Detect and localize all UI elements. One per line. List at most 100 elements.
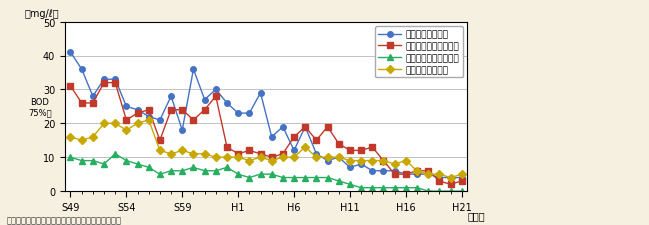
大和川（浅香（新））: [335, 143, 343, 145]
鶴見川（大綱橋）: [301, 146, 309, 149]
鶴見川（大綱橋）: [279, 156, 287, 159]
大和川（浅香（新））: [290, 136, 298, 139]
Text: 資料）国土交通省「全国一級河川の水質現況調査」: 資料）国土交通省「全国一級河川の水質現況調査」: [6, 216, 121, 225]
綾瀬川（手代橋）: [67, 52, 75, 54]
多摩川（田園調布堰）: [256, 173, 264, 176]
綾瀬川（手代橋）: [223, 102, 231, 105]
綾瀬川（手代橋）: [112, 79, 119, 81]
大和川（浅香（新））: [234, 153, 242, 155]
大和川（浅香（新））: [357, 149, 365, 152]
綾瀬川（手代橋）: [313, 153, 321, 155]
綾瀬川（手代橋）: [123, 106, 130, 108]
綾瀬川（手代橋）: [279, 126, 287, 128]
鶴見川（大綱橋）: [190, 153, 197, 155]
大和川（浅香（新））: [256, 153, 264, 155]
綾瀬川（手代橋）: [391, 170, 398, 172]
大和川（浅香（新））: [178, 109, 186, 112]
多摩川（田園調布堰）: [89, 160, 97, 162]
大和川（浅香（新））: [413, 170, 421, 172]
綾瀬川（手代橋）: [346, 166, 354, 169]
Line: 多摩川（田園調布堰）: 多摩川（田園調布堰）: [67, 151, 465, 194]
大和川（浅香（新））: [369, 146, 376, 149]
大和川（浅香（新））: [402, 173, 410, 176]
綾瀬川（手代橋）: [212, 89, 219, 91]
綾瀬川（手代橋）: [424, 173, 432, 176]
多摩川（田園調布堰）: [402, 187, 410, 189]
多摩川（田園調布堰）: [123, 160, 130, 162]
綾瀬川（手代橋）: [458, 176, 465, 179]
Text: （年）: （年）: [467, 210, 485, 220]
綾瀬川（手代橋）: [402, 173, 410, 176]
大和川（浅香（新））: [391, 173, 398, 176]
綾瀬川（手代橋）: [290, 149, 298, 152]
多摩川（田園調布堰）: [100, 163, 108, 166]
綾瀬川（手代橋）: [256, 92, 264, 95]
多摩川（田園調布堰）: [112, 153, 119, 155]
多摩川（田園調布堰）: [290, 176, 298, 179]
綾瀬川（手代橋）: [324, 160, 332, 162]
綾瀬川（手代橋）: [167, 95, 175, 98]
綾瀬川（手代橋）: [156, 119, 164, 122]
大和川（浅香（新））: [279, 153, 287, 155]
鶴見川（大綱橋）: [167, 153, 175, 155]
綾瀬川（手代橋）: [145, 116, 153, 118]
多摩川（田園調布堰）: [335, 180, 343, 182]
鶴見川（大綱橋）: [256, 156, 264, 159]
鶴見川（大綱橋）: [402, 160, 410, 162]
鶴見川（大綱橋）: [458, 173, 465, 176]
鶴見川（大綱橋）: [123, 129, 130, 132]
多摩川（田園調布堰）: [424, 190, 432, 193]
多摩川（田園調布堰）: [145, 166, 153, 169]
多摩川（田園調布堰）: [78, 160, 86, 162]
多摩川（田園調布堰）: [435, 190, 443, 193]
多摩川（田園調布堰）: [190, 166, 197, 169]
大和川（浅香（新））: [346, 149, 354, 152]
鶴見川（大綱橋）: [380, 160, 387, 162]
綾瀬川（手代橋）: [245, 112, 253, 115]
綾瀬川（手代橋）: [380, 170, 387, 172]
大和川（浅香（新））: [156, 139, 164, 142]
大和川（浅香（新））: [134, 112, 141, 115]
鶴見川（大綱橋）: [89, 136, 97, 139]
綾瀬川（手代橋）: [234, 112, 242, 115]
大和川（浅香（新））: [268, 156, 276, 159]
鶴見川（大綱橋）: [290, 156, 298, 159]
大和川（浅香（新））: [89, 102, 97, 105]
大和川（浅香（新））: [112, 82, 119, 85]
綾瀬川（手代橋）: [268, 136, 276, 139]
大和川（浅香（新））: [435, 180, 443, 182]
鶴見川（大綱橋）: [357, 160, 365, 162]
綾瀬川（手代橋）: [301, 126, 309, 128]
多摩川（田園調布堰）: [134, 163, 141, 166]
大和川（浅香（新））: [324, 126, 332, 128]
多摩川（田園調布堰）: [324, 176, 332, 179]
鶴見川（大綱橋）: [100, 122, 108, 125]
多摩川（田園調布堰）: [67, 156, 75, 159]
綾瀬川（手代橋）: [357, 163, 365, 166]
鶴見川（大綱橋）: [112, 122, 119, 125]
大和川（浅香（新））: [67, 85, 75, 88]
鶴見川（大綱橋）: [424, 173, 432, 176]
大和川（浅香（新））: [245, 149, 253, 152]
大和川（浅香（新））: [190, 119, 197, 122]
鶴見川（大綱橋）: [145, 119, 153, 122]
多摩川（田園調布堰）: [156, 173, 164, 176]
Y-axis label: BOD
75%値: BOD 75%値: [28, 97, 52, 117]
多摩川（田園調布堰）: [357, 187, 365, 189]
綾瀬川（手代橋）: [100, 79, 108, 81]
鶴見川（大綱橋）: [212, 156, 219, 159]
多摩川（田園調布堰）: [279, 176, 287, 179]
大和川（浅香（新））: [78, 102, 86, 105]
鶴見川（大綱橋）: [67, 136, 75, 139]
鶴見川（大綱橋）: [335, 156, 343, 159]
多摩川（田園調布堰）: [178, 170, 186, 172]
鶴見川（大綱橋）: [134, 122, 141, 125]
Text: （mg/ℓ）: （mg/ℓ）: [25, 9, 59, 19]
鶴見川（大綱橋）: [413, 170, 421, 172]
鶴見川（大綱橋）: [201, 153, 208, 155]
多摩川（田園調布堰）: [447, 190, 454, 193]
綾瀬川（手代橋）: [435, 176, 443, 179]
鶴見川（大綱橋）: [346, 160, 354, 162]
Legend: 綾瀬川（手代橋）, 大和川（浅香（新））, 多摩川（田園調布堰）, 鶴見川（大綱橋）: 綾瀬川（手代橋）, 大和川（浅香（新））, 多摩川（田園調布堰）, 鶴見川（大綱…: [374, 27, 463, 78]
多摩川（田園調布堰）: [245, 176, 253, 179]
